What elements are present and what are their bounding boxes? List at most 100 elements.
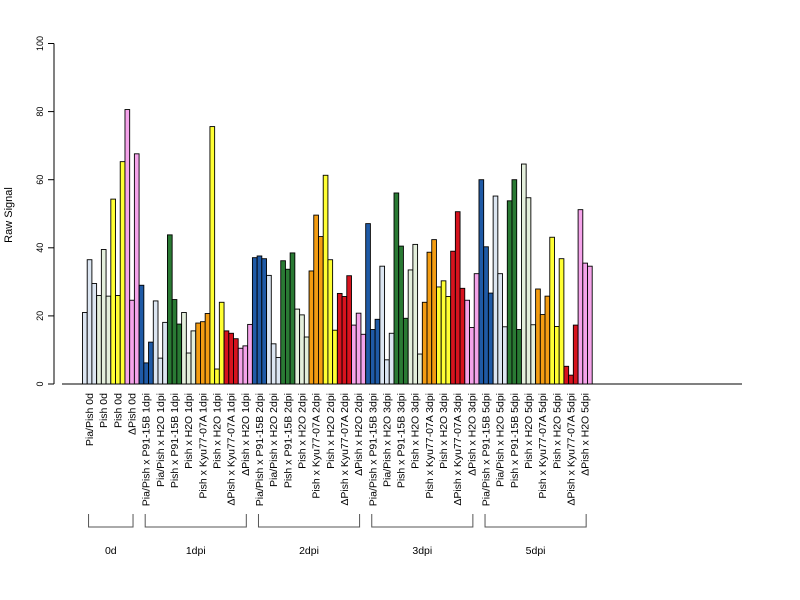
bar — [426, 251, 433, 385]
bar — [138, 284, 145, 385]
bars — [82, 109, 593, 385]
y-tick-label: 100 — [35, 36, 45, 51]
bar — [469, 327, 475, 385]
bar — [336, 292, 343, 385]
x-tick-label: Pish x H2O 5dpi — [551, 393, 563, 469]
group-bracket — [144, 514, 247, 528]
bar — [167, 234, 173, 385]
bar — [209, 126, 216, 385]
x-tick-label: Pish x P91-15B 2dpi — [282, 393, 294, 488]
bar — [110, 198, 116, 385]
bar — [535, 288, 541, 385]
bar — [256, 255, 263, 385]
x-tick-label: ΔPish x H2O 1dpi — [240, 393, 252, 476]
bar — [464, 299, 470, 385]
bar — [237, 347, 244, 385]
bar — [91, 283, 98, 385]
x-tick-label: Pia/Pish x P91-15B 2dpi — [254, 393, 266, 506]
bar — [313, 214, 319, 385]
group-bracket — [484, 514, 587, 528]
x-tick-label: Pia/Pish 0d — [84, 393, 96, 446]
bar — [506, 200, 513, 385]
bar — [487, 292, 494, 385]
bar — [572, 324, 579, 385]
bar — [497, 273, 503, 385]
x-tick-label: ΔPish x H2O 5dpi — [580, 393, 592, 476]
group-label: 2dpi — [299, 545, 319, 557]
x-tick-label: Pia/Pish x P91-15B 3dpi — [367, 393, 379, 506]
bar — [450, 250, 456, 385]
bar — [421, 301, 428, 385]
bar — [568, 374, 574, 385]
bar — [100, 249, 107, 385]
bar — [412, 243, 419, 385]
x-tick-label: Pish x H2O 3dpi — [438, 393, 450, 469]
bar — [284, 268, 291, 385]
x-tick-label: Pish x P91-15B 1dpi — [169, 393, 181, 488]
x-tick-label: Pish x H2O 1dpi — [211, 393, 223, 469]
x-tick-label: ΔPish x Kyu77-07A 2dpi — [339, 393, 351, 506]
bar — [516, 329, 522, 385]
bar — [82, 312, 88, 385]
bar — [148, 341, 154, 385]
bar — [228, 332, 234, 385]
bar — [218, 301, 225, 385]
x-tick-labels: Pia/Pish 0d Pish 0d Pish 0d ΔPish 0d Pia/Pis… — [84, 393, 592, 506]
bar — [407, 269, 414, 385]
bar — [327, 259, 334, 385]
x-tick-label: Pish x Kyu77-07A 3dpi — [424, 393, 436, 499]
x-tick-label: Pish x P91-15B 5dpi — [509, 393, 521, 488]
x-tick-label: ΔPish x H2O 2dpi — [353, 393, 365, 476]
bar — [143, 362, 149, 385]
bar — [393, 192, 400, 385]
x-tick-label: ΔPish x Kyu77-07A 3dpi — [452, 393, 464, 506]
bar — [398, 245, 404, 385]
bar — [374, 318, 381, 385]
x-tick-label: Pish 0d — [98, 393, 110, 428]
bar — [86, 259, 93, 385]
bar — [563, 365, 570, 385]
bar — [544, 295, 551, 385]
y-tick-label: 40 — [35, 243, 45, 253]
bar — [200, 321, 206, 385]
bar — [115, 295, 121, 385]
bar — [275, 356, 282, 385]
bar — [303, 336, 310, 385]
group-bracket — [371, 514, 474, 528]
bar — [270, 343, 277, 385]
x-tick-label: Pia/Pish x H2O 2dpi — [268, 393, 280, 487]
bar — [587, 265, 593, 385]
bar — [554, 326, 560, 385]
bar — [242, 345, 249, 385]
bar — [402, 317, 409, 385]
bar — [308, 270, 315, 385]
x-tick-label: Pish x H2O 1dpi — [183, 393, 195, 469]
bar — [247, 323, 253, 385]
bar — [185, 352, 192, 385]
bar — [351, 324, 357, 385]
bar — [105, 295, 112, 385]
bar — [365, 223, 371, 385]
bar — [190, 330, 197, 385]
bar — [119, 161, 126, 385]
bar — [549, 236, 555, 385]
group-label: 3dpi — [412, 545, 432, 557]
bar — [478, 179, 485, 385]
bar — [511, 179, 518, 385]
bar — [176, 323, 183, 385]
bar — [521, 163, 527, 385]
x-tick-label: Pish x H2O 2dpi — [325, 393, 337, 469]
bar — [171, 299, 178, 385]
y-axis: 0 20 40 60 80 100 — [35, 36, 55, 387]
bar — [379, 265, 386, 385]
bar — [299, 314, 305, 385]
bar — [384, 359, 390, 385]
bar — [530, 324, 537, 385]
bar — [322, 174, 329, 385]
bar — [417, 353, 423, 385]
bar — [388, 332, 395, 385]
bar — [332, 329, 338, 385]
bar — [214, 368, 220, 385]
bar — [558, 258, 565, 385]
